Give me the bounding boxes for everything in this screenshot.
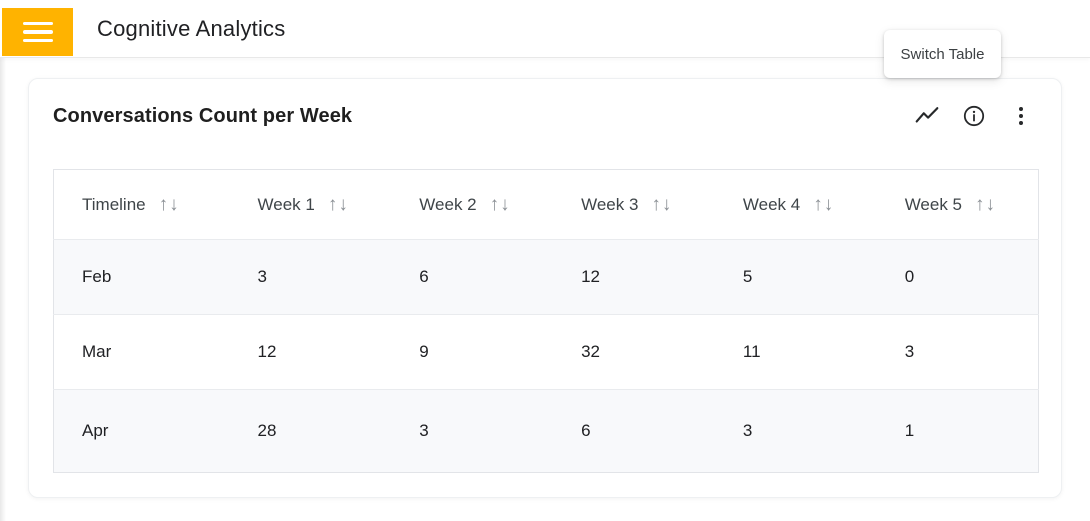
- cell-value: 1: [876, 389, 1039, 473]
- more-options-button[interactable]: [1008, 103, 1034, 129]
- cell-timeline: Mar: [53, 314, 230, 390]
- hamburger-icon: [22, 21, 53, 26]
- column-header-week4[interactable]: Week 4 ↑↓: [742, 193, 834, 215]
- cell-value: 28: [229, 389, 392, 473]
- widget-card: Conversations Count per Week: [28, 78, 1062, 498]
- widget-card-header: Conversations Count per Week: [53, 101, 1037, 131]
- sort-arrows-icon: ↑↓: [651, 193, 672, 215]
- column-header-week3[interactable]: Week 3 ↑↓: [581, 193, 672, 215]
- sort-arrows-icon: ↑↓: [813, 193, 834, 215]
- widget-title: Conversations Count per Week: [53, 104, 353, 127]
- cell-value: 5: [714, 239, 877, 315]
- sort-arrows-icon: ↑↓: [327, 193, 348, 215]
- cell-timeline: Apr: [53, 389, 230, 473]
- tooltip: Switch Table: [884, 30, 1001, 78]
- column-header-week1[interactable]: Week 1 ↑↓: [257, 193, 348, 215]
- cell-value: 6: [391, 239, 554, 315]
- column-header-week2[interactable]: Week 2 ↑↓: [419, 193, 510, 215]
- info-icon: [963, 105, 985, 127]
- cell-value: 12: [229, 314, 392, 390]
- cell-value: 32: [553, 314, 715, 390]
- column-header-week5[interactable]: Week 5 ↑↓: [904, 193, 996, 215]
- cell-value: 12: [553, 239, 715, 315]
- cell-value: 3: [391, 389, 554, 473]
- left-edge-shade: [0, 58, 6, 521]
- cell-value: 3: [229, 239, 392, 315]
- widget-actions: [914, 103, 1037, 129]
- tooltip-label: Switch Table: [900, 45, 985, 63]
- table-header-row: Timeline ↑↓ Week 1 ↑↓ Week 2 ↑↓ Week 3 ↑↓ We…: [54, 170, 1039, 240]
- sort-arrows-icon: ↑↓: [158, 193, 179, 215]
- kebab-menu-icon: [1019, 107, 1023, 125]
- info-button[interactable]: [961, 103, 987, 129]
- cell-value: 11: [714, 314, 877, 390]
- cell-value: 3: [876, 314, 1039, 390]
- hamburger-menu-button[interactable]: [2, 8, 73, 56]
- table-row-feb: Feb 3 6 12 5 0: [53, 239, 1039, 315]
- column-header-timeline[interactable]: Timeline ↑↓: [82, 193, 179, 215]
- cell-value: 0: [876, 239, 1039, 315]
- switch-chart-button[interactable]: [914, 103, 940, 129]
- cell-timeline: Feb: [53, 239, 230, 315]
- sort-arrows-icon: ↑↓: [489, 193, 510, 215]
- cell-value: 6: [553, 389, 715, 473]
- line-chart-icon: [915, 107, 939, 123]
- cell-value: 9: [391, 314, 554, 390]
- table-row-apr: Apr 28 3 6 3 1: [53, 389, 1039, 473]
- cell-value: 3: [714, 389, 877, 473]
- table-row-mar: Mar 12 9 32 11 3: [53, 314, 1039, 390]
- sort-arrows-icon: ↑↓: [975, 193, 996, 215]
- app-title: Cognitive Analytics: [97, 15, 286, 41]
- app-header: Cognitive Analytics: [0, 0, 1090, 58]
- conversations-table: Timeline ↑↓ Week 1 ↑↓ Week 2 ↑↓ Week 3 ↑↓ We…: [53, 169, 1039, 473]
